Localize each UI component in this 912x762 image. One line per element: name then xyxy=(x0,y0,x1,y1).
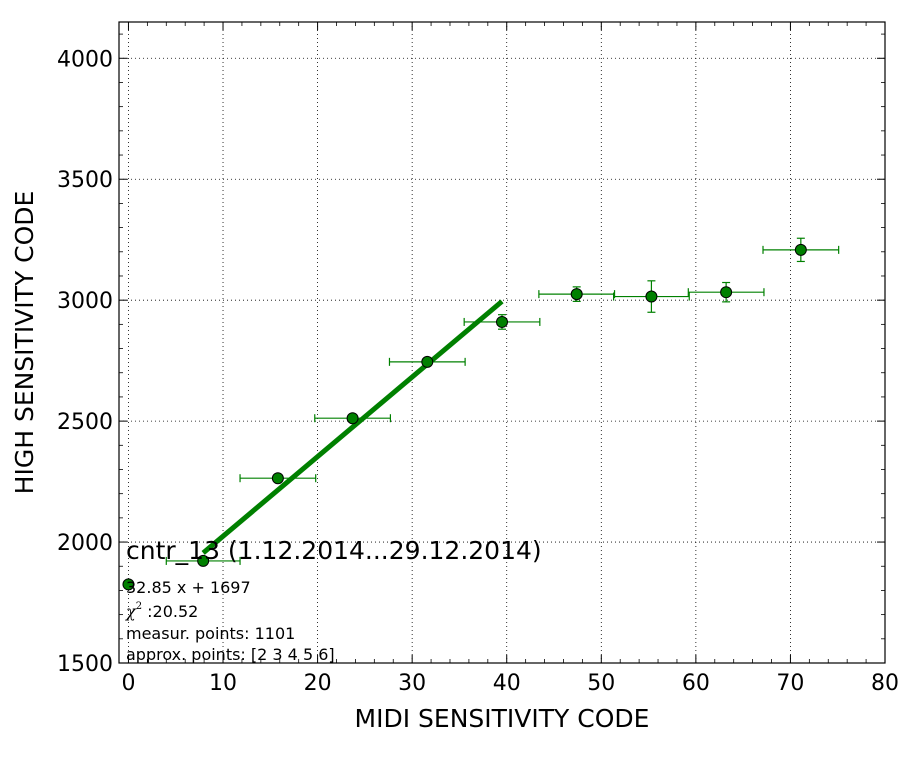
annotation-approx-points: approx. points: [2 3 4 5 6] xyxy=(126,645,335,664)
y-axis-label: HIGH SENSITIVITY CODE xyxy=(10,191,39,495)
y-tick-label: 4000 xyxy=(57,47,113,72)
fit-line-layer xyxy=(201,299,504,555)
x-tick-label: 20 xyxy=(304,671,332,696)
grid xyxy=(119,22,885,663)
data-point xyxy=(645,290,658,303)
y-tick-label: 2000 xyxy=(57,531,113,556)
minor-ticks xyxy=(119,22,885,663)
x-tick-label: 60 xyxy=(682,671,710,696)
plot-frame xyxy=(118,21,886,664)
chi-value: :20.52 xyxy=(142,602,198,621)
y-tick-label: 3500 xyxy=(57,168,113,193)
data-point xyxy=(197,554,210,567)
error-bars xyxy=(165,237,840,565)
data-point xyxy=(271,472,284,485)
y-tick-label: 2500 xyxy=(57,410,113,435)
data-point xyxy=(720,286,733,299)
data-point xyxy=(346,412,359,425)
data-point xyxy=(794,243,807,256)
chi-symbol: χ xyxy=(125,602,137,621)
data-point xyxy=(421,355,434,368)
y-tick-label: 1500 xyxy=(57,652,113,677)
data-point xyxy=(496,315,508,328)
x-tick-label: 70 xyxy=(776,671,804,696)
annotation-equation: 32.85 x + 1697 xyxy=(126,578,251,597)
x-tick-label: 0 xyxy=(121,671,135,696)
x-tick-label: 10 xyxy=(209,671,237,696)
x-tick-label: 40 xyxy=(493,671,521,696)
annotation-measur-points: measur. points: 1101 xyxy=(126,624,295,643)
x-axis-label: MIDI SENSITIVITY CODE xyxy=(355,704,650,733)
axis-ticks: 0 10 20 30 40 50 60 70 80 1500 2000 2500 3000 3500 400… xyxy=(57,22,899,696)
y-tick-label: 3000 xyxy=(57,289,113,314)
data-points xyxy=(122,243,807,591)
fit-line xyxy=(201,299,504,555)
chi-superscript: 2 xyxy=(136,601,142,612)
x-tick-label: 30 xyxy=(398,671,426,696)
x-tick-label: 50 xyxy=(587,671,615,696)
data-point xyxy=(122,578,135,591)
annotation-chi-square: χ2 :20.52 xyxy=(125,601,198,621)
annotation-title: cntr_13 (1.12.2014...29.12.2014) xyxy=(126,536,542,565)
data-point xyxy=(570,288,583,301)
annotation-box: cntr_13 (1.12.2014...29.12.2014) 32.85 x… xyxy=(125,536,542,664)
x-tick-label: 80 xyxy=(871,671,899,696)
